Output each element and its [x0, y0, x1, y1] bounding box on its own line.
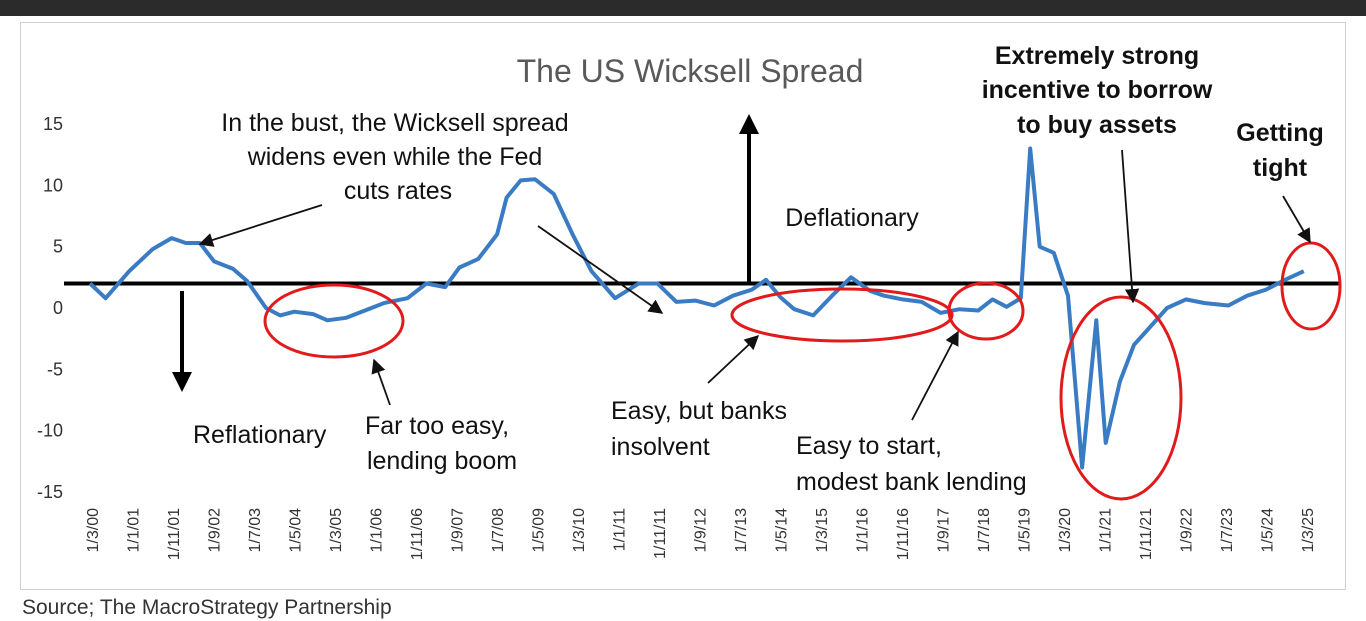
easy-insolvent-callout-arrow — [707, 335, 760, 384]
y-tick-label: 5 — [53, 237, 63, 257]
x-tick-label: 1/11/06 — [409, 508, 426, 560]
highlight-ellipse-2021-2022 — [1059, 295, 1183, 501]
highlight-ellipse-2025 — [1280, 241, 1342, 331]
y-tick-label: -15 — [37, 482, 63, 502]
bust-callout-arrow — [198, 204, 323, 247]
annotation-far-too-easy-line-1: Far too easy, — [365, 412, 509, 440]
annotation-bust-line-1: In the bust, the Wicksell spread — [221, 109, 568, 137]
x-tick-label: 1/9/17 — [936, 508, 953, 553]
chart-canvas: The US Wicksell Spread 15 10 5 0 -5 -10 -15 1/… — [37, 42, 1342, 560]
x-tick-label: 1/7/08 — [490, 508, 507, 553]
annotation-deflationary: Deflationary — [785, 204, 919, 232]
wicksell-peak-callout-arrow — [537, 225, 664, 314]
chart-frame — [20, 22, 1346, 590]
highlight-ellipse-2018-2019 — [947, 281, 1025, 341]
x-tick-label: 1/9/07 — [450, 508, 467, 553]
annotation-getting-tight-line-1: Getting — [1236, 119, 1324, 147]
x-tick-label: 1/11/16 — [895, 508, 912, 560]
far-too-easy-callout-arrow — [371, 358, 391, 406]
getting-tight-callout-arrow — [1282, 195, 1311, 244]
x-tick-label: 1/1/21 — [1098, 508, 1115, 553]
x-tick-label: 1/7/18 — [976, 508, 993, 553]
easy-to-start-callout-arrow — [911, 330, 959, 421]
annotation-reflationary: Reflationary — [193, 421, 327, 449]
highlight-ellipse-2014-2017 — [730, 287, 954, 343]
annotation-easy-insolvent-line-2: insolvent — [611, 433, 710, 461]
annotation-far-too-easy-line-2: lending boom — [367, 447, 517, 475]
y-tick-label: 0 — [53, 298, 63, 318]
x-tick-label: 1/5/09 — [531, 508, 548, 553]
y-tick-label: 10 — [43, 175, 63, 195]
x-tick-label: 1/7/13 — [733, 508, 750, 553]
x-tick-label: 1/9/22 — [1179, 508, 1196, 553]
annotation-bust-line-3: cuts rates — [344, 177, 452, 205]
x-tick-label: 1/5/24 — [1260, 508, 1277, 553]
top-edge-bar — [0, 0, 1366, 16]
x-tick-label: 1/3/10 — [571, 508, 588, 553]
x-tick-label: 1/5/19 — [1017, 508, 1034, 553]
annotation-bust-line-2: widens even while the Fed — [247, 143, 543, 171]
x-tick-label: 1/11/21 — [1138, 508, 1155, 560]
x-tick-label: 1/3/20 — [1057, 508, 1074, 553]
x-axis-ticks: 1/3/00 1/1/01 1/11/01 1/9/02 1/7/03 1/5/04 1/3… — [85, 508, 1317, 560]
x-tick-label: 1/5/14 — [774, 508, 791, 553]
y-tick-label: -10 — [37, 421, 63, 441]
x-tick-label: 1/7/03 — [247, 508, 264, 553]
y-axis-ticks: 15 10 5 0 -5 -10 -15 — [37, 114, 63, 502]
x-tick-label: 1/9/02 — [207, 508, 224, 553]
x-tick-label: 1/9/12 — [693, 508, 710, 553]
x-tick-label: 1/1/01 — [126, 508, 143, 553]
y-tick-label: -5 — [47, 359, 63, 379]
x-tick-label: 1/11/01 — [166, 508, 183, 560]
x-tick-label: 1/1/16 — [855, 508, 872, 553]
series-line-wicksell-spread — [88, 146, 1305, 470]
x-tick-label: 1/11/11 — [652, 508, 669, 559]
annotation-easy-insolvent-line-1: Easy, but banks — [611, 397, 787, 425]
x-tick-label: 1/7/23 — [1219, 508, 1236, 553]
source-note: Source; The MacroStrategy Partnership — [22, 596, 392, 619]
annotation-extremely-strong-line-3: to buy assets — [1017, 111, 1177, 139]
annotation-easy-to-start-line-2: modest bank lending — [796, 468, 1027, 496]
x-tick-label: 1/1/11 — [612, 508, 629, 551]
annotation-getting-tight-line-2: tight — [1253, 154, 1308, 182]
x-tick-label: 1/5/04 — [288, 508, 305, 553]
extremely-strong-callout-arrow — [1121, 149, 1140, 304]
chart-title: The US Wicksell Spread — [517, 53, 864, 89]
x-tick-label: 1/3/25 — [1300, 508, 1317, 553]
highlight-ellipse-2004-2006 — [263, 283, 405, 359]
x-tick-label: 1/1/06 — [369, 508, 386, 553]
annotation-easy-to-start-line-1: Easy to start, — [796, 432, 942, 460]
x-tick-label: 1/3/00 — [85, 508, 102, 553]
y-tick-label: 15 — [43, 114, 63, 134]
annotation-extremely-strong-line-2: incentive to borrow — [982, 76, 1213, 104]
x-tick-label: 1/3/15 — [814, 508, 831, 553]
annotation-extremely-strong-line-1: Extremely strong — [995, 42, 1199, 70]
x-tick-label: 1/3/05 — [328, 508, 345, 553]
